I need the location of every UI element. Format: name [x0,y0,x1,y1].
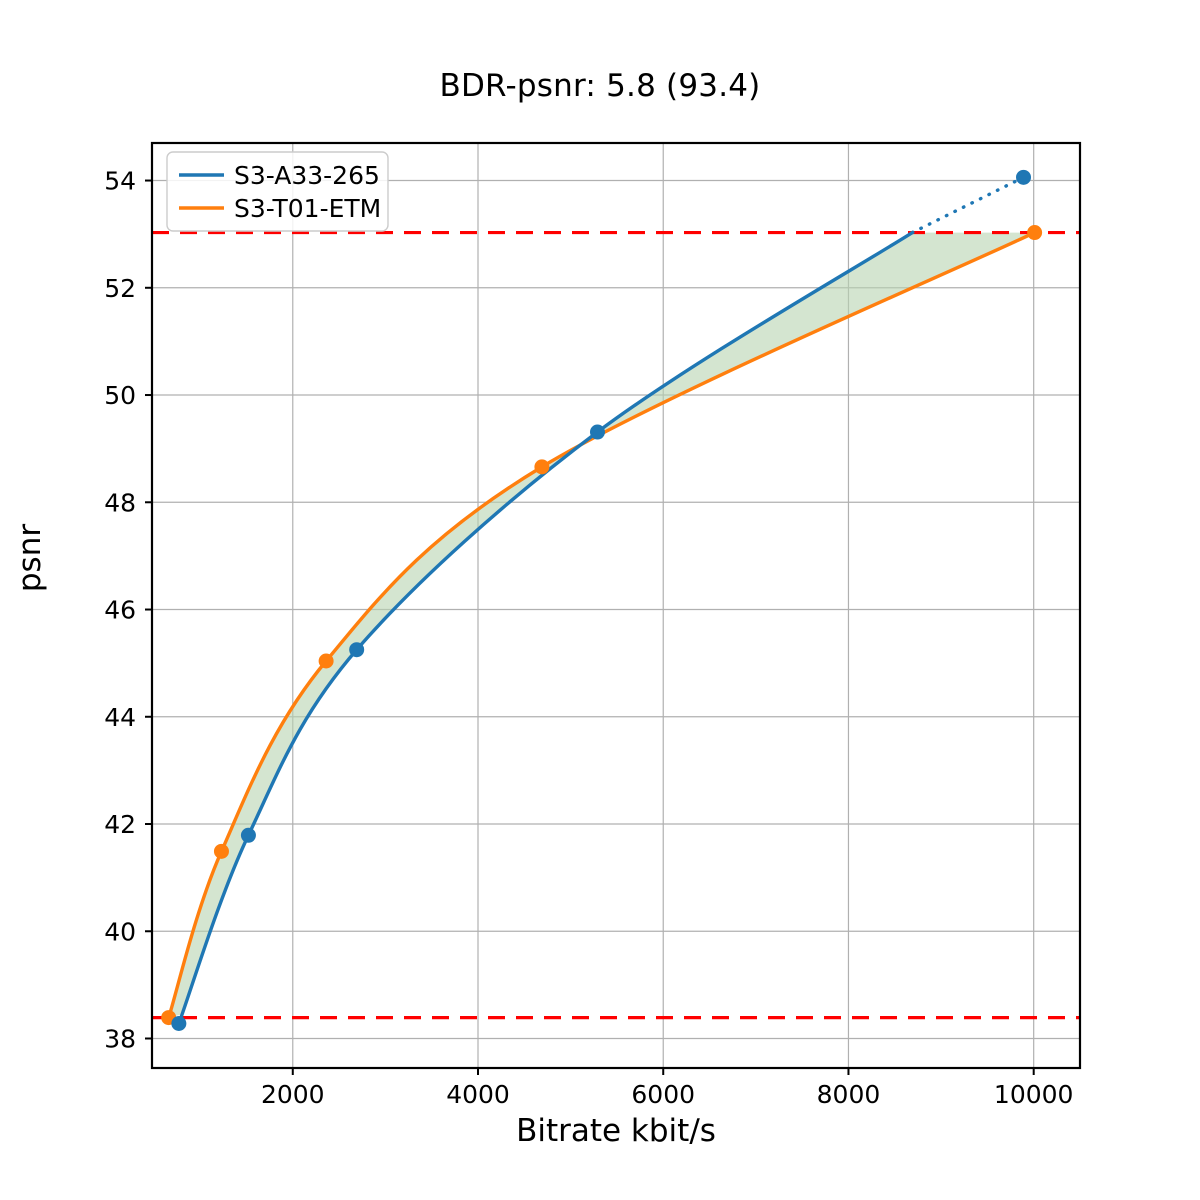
series-extrapolation-dotted-s3-a33-265 [910,175,1026,235]
series-line-s3-t01-etm [166,230,1037,1020]
data-point-s3-a33-265 [240,827,256,843]
tick-labels-layer: 2000 4000 6000 8000 10000 38 40 42 44 46 48 50 52 54 [104,167,1073,1109]
chart-title: BDR-psnr: 5.8 (93.4) [439,68,761,104]
data-point-s3-a33-265 [349,642,365,658]
legend-box [166,151,389,232]
data-point-s3-t01-etm [1027,225,1043,241]
y-tick-label: 46 [104,596,136,625]
x-tick-label: 8000 [817,1080,881,1109]
data-point-s3-t01-etm [213,843,229,859]
reference-lines-layer [152,230,1080,1020]
data-point-s3-a33-265 [1016,169,1032,185]
grid-layer [152,143,1080,1068]
axes-frame [150,141,1082,1070]
marker-layer [161,169,1043,1031]
data-point-s3-a33-265 [589,424,605,440]
y-tick-label: 52 [104,274,136,303]
y-tick-label: 50 [104,381,136,410]
data-point-s3-t01-etm [534,459,550,475]
series-line-s3-a33-265 [177,230,915,1026]
y-tick-label: 40 [104,917,136,946]
y-tick-label: 54 [104,167,136,196]
y-tick-label: 38 [104,1025,136,1054]
y-tick-label: 48 [104,488,136,517]
data-point-s3-t01-etm [318,653,334,669]
data-point-s3-a33-265 [171,1015,187,1031]
legend[interactable]: S3-A33-265 S3-T01-ETM [166,151,389,232]
x-axis-label: Bitrate kbit/s [516,1113,716,1149]
legend-label-s3-t01-etm: S3-T01-ETM [234,194,381,223]
axes-layer [145,141,1082,1075]
y-tick-label: 42 [104,810,136,839]
x-tick-label: 10000 [994,1080,1074,1109]
legend-label-s3-a33-265: S3-A33-265 [234,161,380,190]
bd-rate-shaded-area [168,232,1035,1018]
x-tick-label: 4000 [446,1080,510,1109]
x-tick-label: 2000 [261,1080,325,1109]
x-tick-label: 6000 [631,1080,695,1109]
series-layer [166,175,1037,1026]
y-tick-label: 44 [104,703,136,732]
shaded-area-layer [168,232,1035,1018]
